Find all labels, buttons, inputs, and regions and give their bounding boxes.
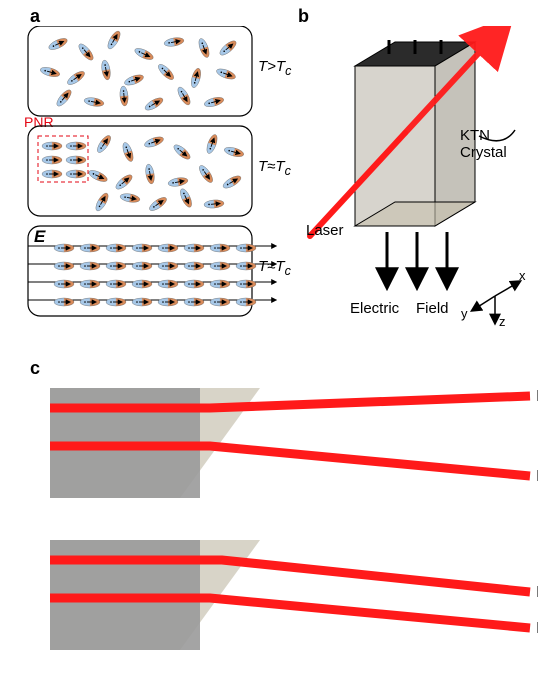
electric-label: Electric (350, 300, 399, 317)
panel-a (24, 26, 284, 326)
laser-label: Laser (306, 222, 344, 239)
panel-label-a: a (30, 6, 40, 27)
svg-text:z: z (499, 314, 506, 329)
panel-label-b: b (298, 6, 309, 27)
panel-c: IIIIII (40, 380, 538, 680)
svg-text:y: y (461, 306, 468, 321)
svg-text:x: x (519, 268, 526, 283)
panel-b: x y z (300, 26, 530, 336)
field-label: Field (416, 300, 449, 317)
panel-label-c: c (30, 358, 40, 379)
ktn-label: KTNCrystal (460, 128, 507, 161)
